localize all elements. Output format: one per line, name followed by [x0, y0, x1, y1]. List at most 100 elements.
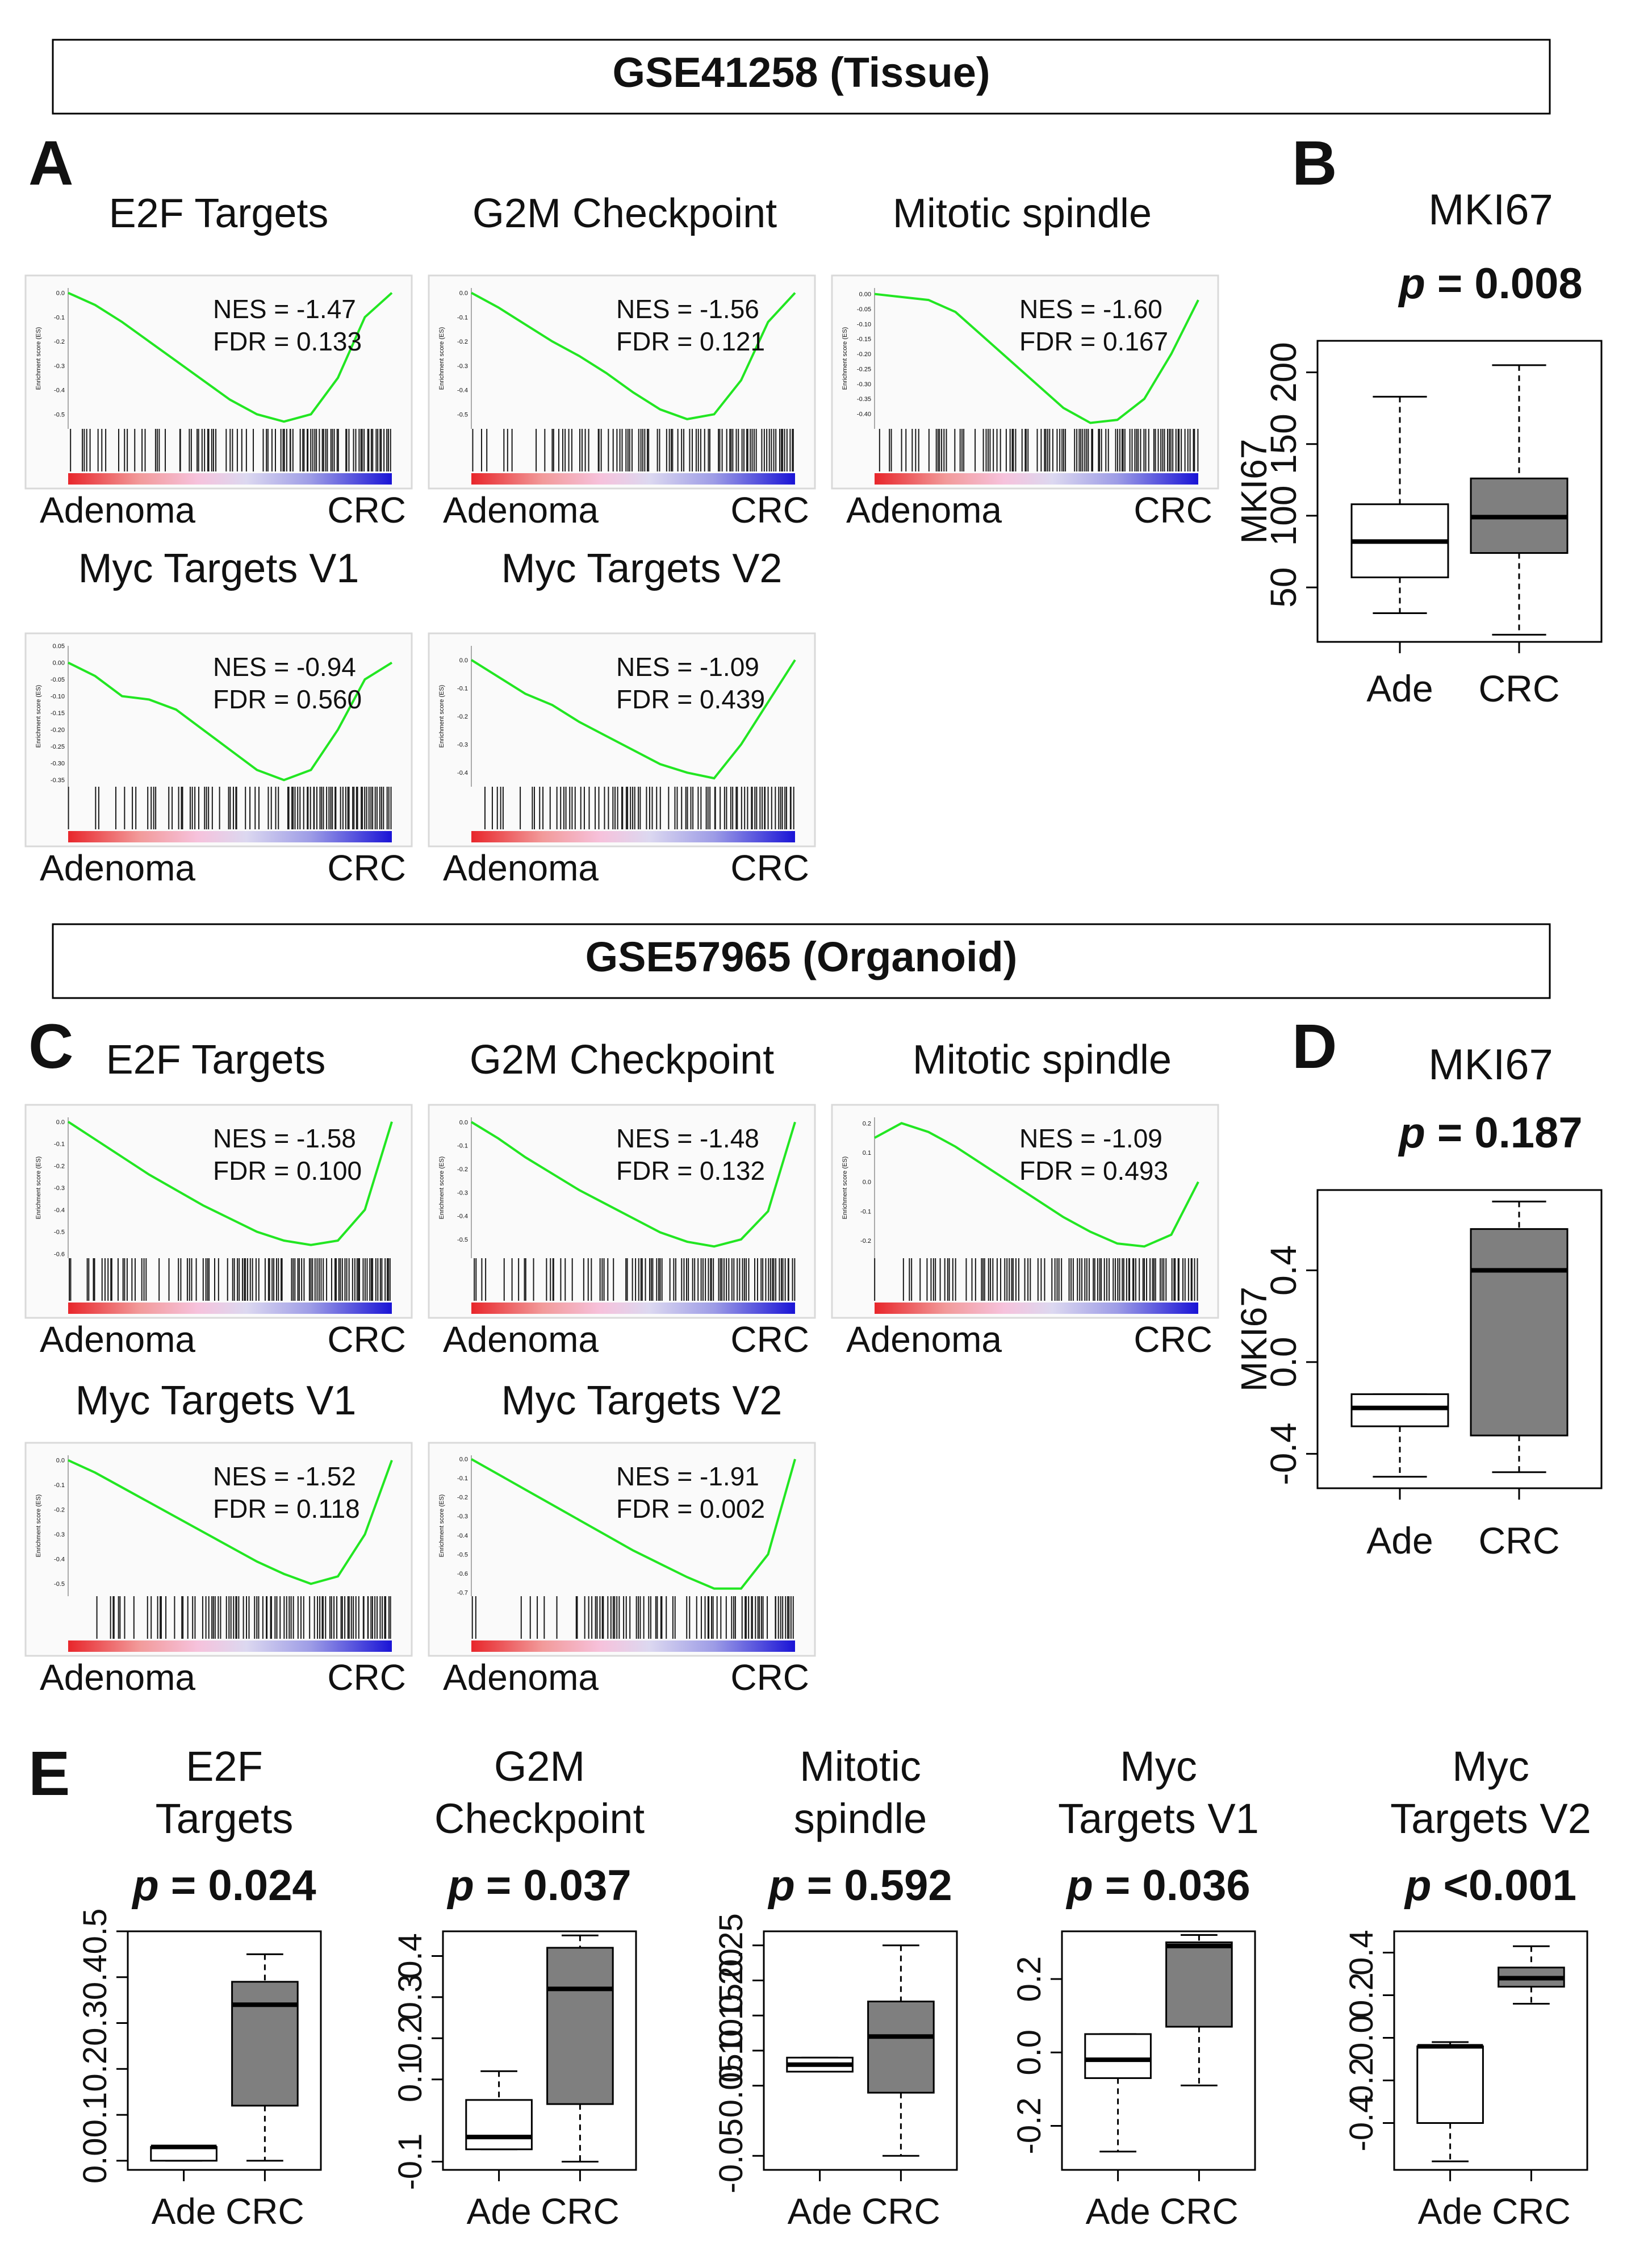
gsea-fdr: FDR = 0.560 [213, 684, 362, 714]
gsea-right-label: CRC [327, 1657, 406, 1698]
boxplot-title-line: Targets V2 [1390, 1795, 1591, 1842]
y-tick-label: 0.2 [1343, 2057, 1380, 2103]
gsea-left-label: Adenoma [846, 490, 1002, 531]
y-tick-label: 200 [1263, 342, 1304, 403]
gsea-rank-bar [875, 1302, 1198, 1314]
category-label: CRC [1479, 1519, 1560, 1562]
box-iqr [1416, 2045, 1484, 2124]
y-axis-label: MKI67 [1233, 439, 1274, 544]
gsea-plots: E2F Targets Enrichment score (ES) 0.0 -0.1 -… [24, 191, 1219, 1698]
gsea-title: G2M Checkpoint [472, 191, 777, 236]
gsea-ytick: -0.05 [857, 306, 871, 313]
boxplot-chart: MKI67 p = 0.008 50 100 150 200 MKI67 Ade CRC [1233, 186, 1603, 709]
y-tick-label: 0.4 [77, 1954, 114, 2000]
panel-letter-d: D [1292, 1012, 1337, 1082]
box-iqr [1350, 1393, 1449, 1427]
y-tick-label: 0.2 [1011, 1956, 1048, 2002]
dataset-title-organoid: GSE57965 (Organoid) [585, 933, 1018, 980]
gsea-ytick: -0.4 [457, 1533, 468, 1539]
box-iqr [867, 2001, 935, 2094]
box-iqr [1470, 1228, 1569, 1437]
y-tick-label: -0.1 [392, 2134, 429, 2190]
gsea-axis-label: Enrichment score (ES) [438, 1157, 445, 1220]
category-label: CRC [1160, 2191, 1239, 2232]
p-value: p = 0.592 [767, 1861, 952, 1910]
y-tick-label: 0.5 [77, 1909, 114, 1955]
gsea-ytick: -0.1 [54, 1141, 65, 1148]
plot-frame [1316, 340, 1603, 643]
y-tick-label: 0.0 [1263, 1337, 1304, 1387]
gsea-ytick: -0.5 [457, 1551, 468, 1558]
gsea-ytick: -0.3 [54, 1185, 65, 1192]
gsea-ytick: -0.4 [54, 387, 65, 394]
gsea-ytick: -0.1 [54, 314, 65, 321]
box-iqr [150, 2146, 218, 2162]
gsea-fdr: FDR = 0.118 [213, 1494, 360, 1523]
boxplot-title-line: E2F [186, 1743, 263, 1790]
gsea-right-label: CRC [730, 1319, 809, 1360]
gsea-fdr: FDR = 0.493 [1019, 1156, 1168, 1185]
gsea-ytick: -0.5 [54, 1229, 65, 1236]
gsea-ytick: -0.35 [51, 777, 65, 784]
gsea-left-label: Adenoma [443, 490, 599, 531]
gsea-ytick: -0.2 [457, 713, 468, 720]
gsea-nes: NES = -1.09 [616, 652, 759, 682]
gsea-title: Myc Targets V2 [501, 546, 783, 591]
gsea-ytick: -0.20 [51, 727, 65, 734]
gsea-axis-label: Enrichment score (ES) [35, 327, 42, 390]
gsea-fdr: FDR = 0.100 [213, 1156, 362, 1185]
y-tick-label: 0.25 [713, 1913, 750, 1977]
plot-frame [1316, 1189, 1603, 1489]
gsea-ytick: 0.0 [863, 1179, 871, 1186]
boxplot-title-line: Targets V1 [1058, 1795, 1259, 1842]
gsea-nes: NES = -1.60 [1019, 294, 1162, 324]
gsea-axis-label: Enrichment score (ES) [35, 685, 42, 748]
boxplot-chart: E2F Targets p = 0.024 0.00.10.20.30.40.5 Ade… [77, 1743, 322, 2232]
gsea-nes: NES = -1.52 [213, 1462, 356, 1491]
gsea-ytick: 0.05 [53, 643, 65, 650]
gsea-fdr: FDR = 0.121 [616, 327, 765, 356]
gsea-ytick: -0.25 [51, 744, 65, 750]
gsea-ytick: -0.5 [457, 411, 468, 418]
category-label: CRC [1492, 2191, 1571, 2232]
gsea-ytick: -0.2 [54, 1163, 65, 1170]
y-tick-label: 0.0 [1343, 2015, 1380, 2061]
gsea-title: Myc Targets V1 [78, 546, 359, 591]
gsea-left-label: Adenoma [40, 848, 195, 888]
gsea-ytick: -0.6 [457, 1571, 468, 1577]
gsea-left-label: Adenoma [846, 1319, 1002, 1360]
category-label: CRC [225, 2191, 304, 2232]
gsea-fdr: FDR = 0.439 [616, 684, 765, 714]
category-label: CRC [861, 2191, 940, 2232]
gsea-left-label: Adenoma [40, 490, 195, 531]
gsea-plot: Myc Targets V2 Enrichment score (ES) 0.0 -0… [428, 1378, 816, 1698]
gsea-ytick: -0.4 [54, 1556, 65, 1563]
gsea-ytick: -0.20 [857, 351, 871, 358]
gsea-enrichment-curve [68, 291, 393, 423]
gsea-rank-bar [471, 831, 795, 842]
gsea-rank-bar [68, 1302, 392, 1314]
gsea-ytick: -0.2 [457, 339, 468, 345]
gsea-ytick: 0.0 [459, 1456, 468, 1463]
gsea-enrichment-curve [67, 1121, 393, 1246]
gsea-ytick: -0.3 [54, 1531, 65, 1538]
gsea-fdr: FDR = 0.167 [1019, 327, 1168, 356]
y-tick-label: 0.4 [392, 1933, 429, 1979]
gsea-ytick: -0.4 [457, 1213, 468, 1220]
boxplot-title: MKI67 [1428, 186, 1553, 234]
gsea-plot: Myc Targets V2 Enrichment score (ES) 0.0 -0… [428, 546, 816, 888]
y-axis-label: MKI67 [1233, 1287, 1274, 1392]
gsea-title: Myc Targets V1 [76, 1378, 357, 1423]
gsea-ytick: -0.1 [54, 1482, 65, 1489]
category-label: Ade [152, 2191, 216, 2232]
y-tick-label: 0.2 [77, 2046, 114, 2092]
gsea-axis-label: Enrichment score (ES) [438, 327, 445, 390]
gsea-ytick: -0.7 [457, 1589, 468, 1596]
gsea-rank-bar [471, 1640, 795, 1652]
gsea-title: E2F Targets [106, 1037, 326, 1083]
y-tick-label: 0.3 [392, 1974, 429, 2020]
panel-letter-b: B [1292, 128, 1337, 198]
category-label: CRC [541, 2191, 620, 2232]
